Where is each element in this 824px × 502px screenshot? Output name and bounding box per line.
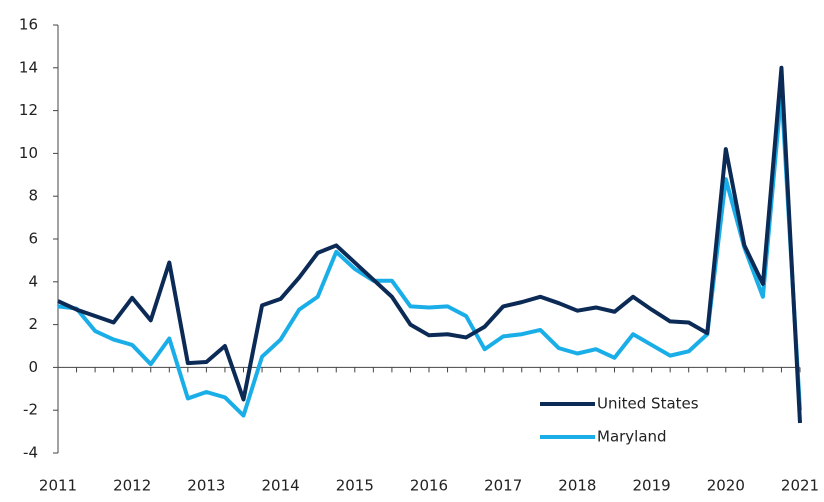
x-tick-label: 2017 [484, 477, 522, 495]
y-tick-label: 8 [28, 187, 38, 205]
x-tick-label: 2011 [39, 477, 77, 495]
x-tick-label: 2015 [336, 477, 374, 495]
y-tick-label: 16 [19, 16, 38, 34]
y-tick-label: 14 [19, 58, 38, 76]
x-tick-label: 2016 [410, 477, 448, 495]
x-tick-label: 2021 [781, 477, 819, 495]
legend-label: United States [597, 395, 699, 413]
x-tick-label: 2019 [633, 477, 671, 495]
y-tick-label: 2 [28, 315, 38, 333]
x-tick-label: 2018 [558, 477, 596, 495]
x-tick-label: 2013 [187, 477, 225, 495]
series-line [57, 65, 802, 424]
series-line [57, 89, 802, 418]
x-tick-label: 2014 [262, 477, 300, 495]
y-tick-label: 0 [28, 358, 38, 376]
y-tick-label: 12 [19, 101, 38, 119]
y-tick-label: 4 [28, 272, 38, 290]
legend-label: Maryland [597, 428, 667, 446]
x-tick-label: 2020 [707, 477, 745, 495]
x-tick-label: 2012 [113, 477, 151, 495]
y-tick-label: -2 [23, 401, 38, 419]
y-tick-label: -4 [23, 444, 38, 462]
y-tick-label: 10 [19, 144, 38, 162]
y-tick-label: 6 [28, 230, 38, 248]
